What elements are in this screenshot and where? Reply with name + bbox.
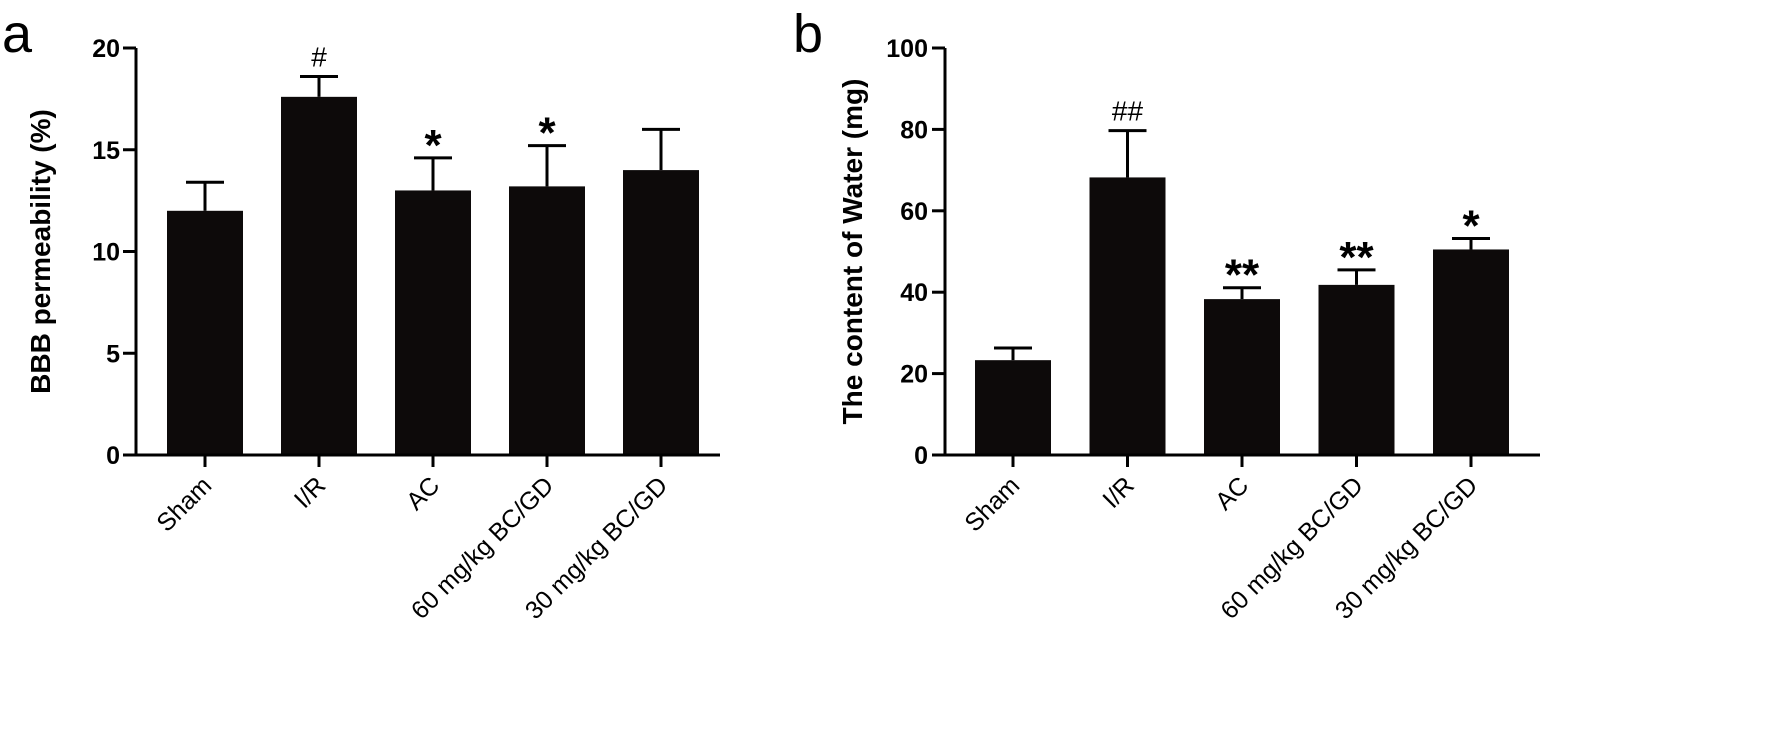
y-tick-label: 5 [106, 340, 120, 368]
bar [395, 190, 471, 455]
y-tick-label: 10 [92, 239, 120, 267]
significance-label: ** [1339, 233, 1374, 282]
y-tick-label: 0 [106, 442, 120, 470]
panel-label: a [2, 4, 33, 64]
bar [1089, 177, 1166, 455]
bar [509, 186, 585, 455]
y-axis-label: BBB permeability (%) [25, 109, 56, 394]
bar [1204, 299, 1280, 455]
panel-label: b [793, 4, 823, 64]
y-axis-label: The content of Water (mg) [837, 79, 868, 425]
y-tick-label: 100 [886, 35, 928, 63]
y-tick-label: 0 [914, 442, 928, 470]
significance-label: * [424, 121, 442, 170]
significance-label: ** [1225, 251, 1260, 300]
bar [167, 210, 243, 455]
bar [623, 170, 699, 455]
significance-label: # [311, 41, 327, 72]
x-tick-label: AC [401, 471, 445, 515]
bar [281, 96, 357, 455]
x-tick-label: Sham [959, 471, 1025, 537]
x-tick-label: AC [1210, 471, 1254, 515]
y-tick-label: 40 [900, 279, 928, 307]
y-tick-label: 20 [92, 35, 120, 63]
y-tick-label: 15 [92, 137, 120, 165]
bar [1433, 249, 1509, 455]
y-tick-label: 20 [900, 361, 928, 389]
bar [1318, 284, 1395, 455]
x-tick-label: I/R [289, 471, 331, 513]
significance-label: ## [1112, 96, 1144, 127]
x-tick-label: Sham [151, 471, 217, 537]
y-tick-label: 80 [900, 116, 928, 144]
significance-label: * [538, 109, 556, 158]
bar [975, 360, 1051, 455]
x-tick-label: I/R [1097, 471, 1139, 513]
y-tick-label: 60 [900, 198, 928, 226]
significance-label: * [1462, 201, 1480, 250]
